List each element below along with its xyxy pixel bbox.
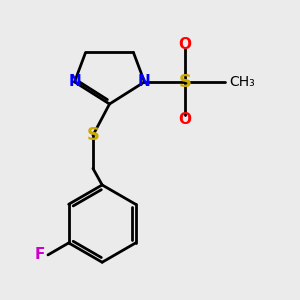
Text: N: N xyxy=(138,74,151,89)
Text: S: S xyxy=(86,126,100,144)
Text: O: O xyxy=(178,112,191,127)
Text: O: O xyxy=(178,37,191,52)
Text: CH₃: CH₃ xyxy=(229,75,255,89)
Text: N: N xyxy=(68,74,81,89)
Text: S: S xyxy=(178,73,191,91)
Text: F: F xyxy=(34,248,45,262)
